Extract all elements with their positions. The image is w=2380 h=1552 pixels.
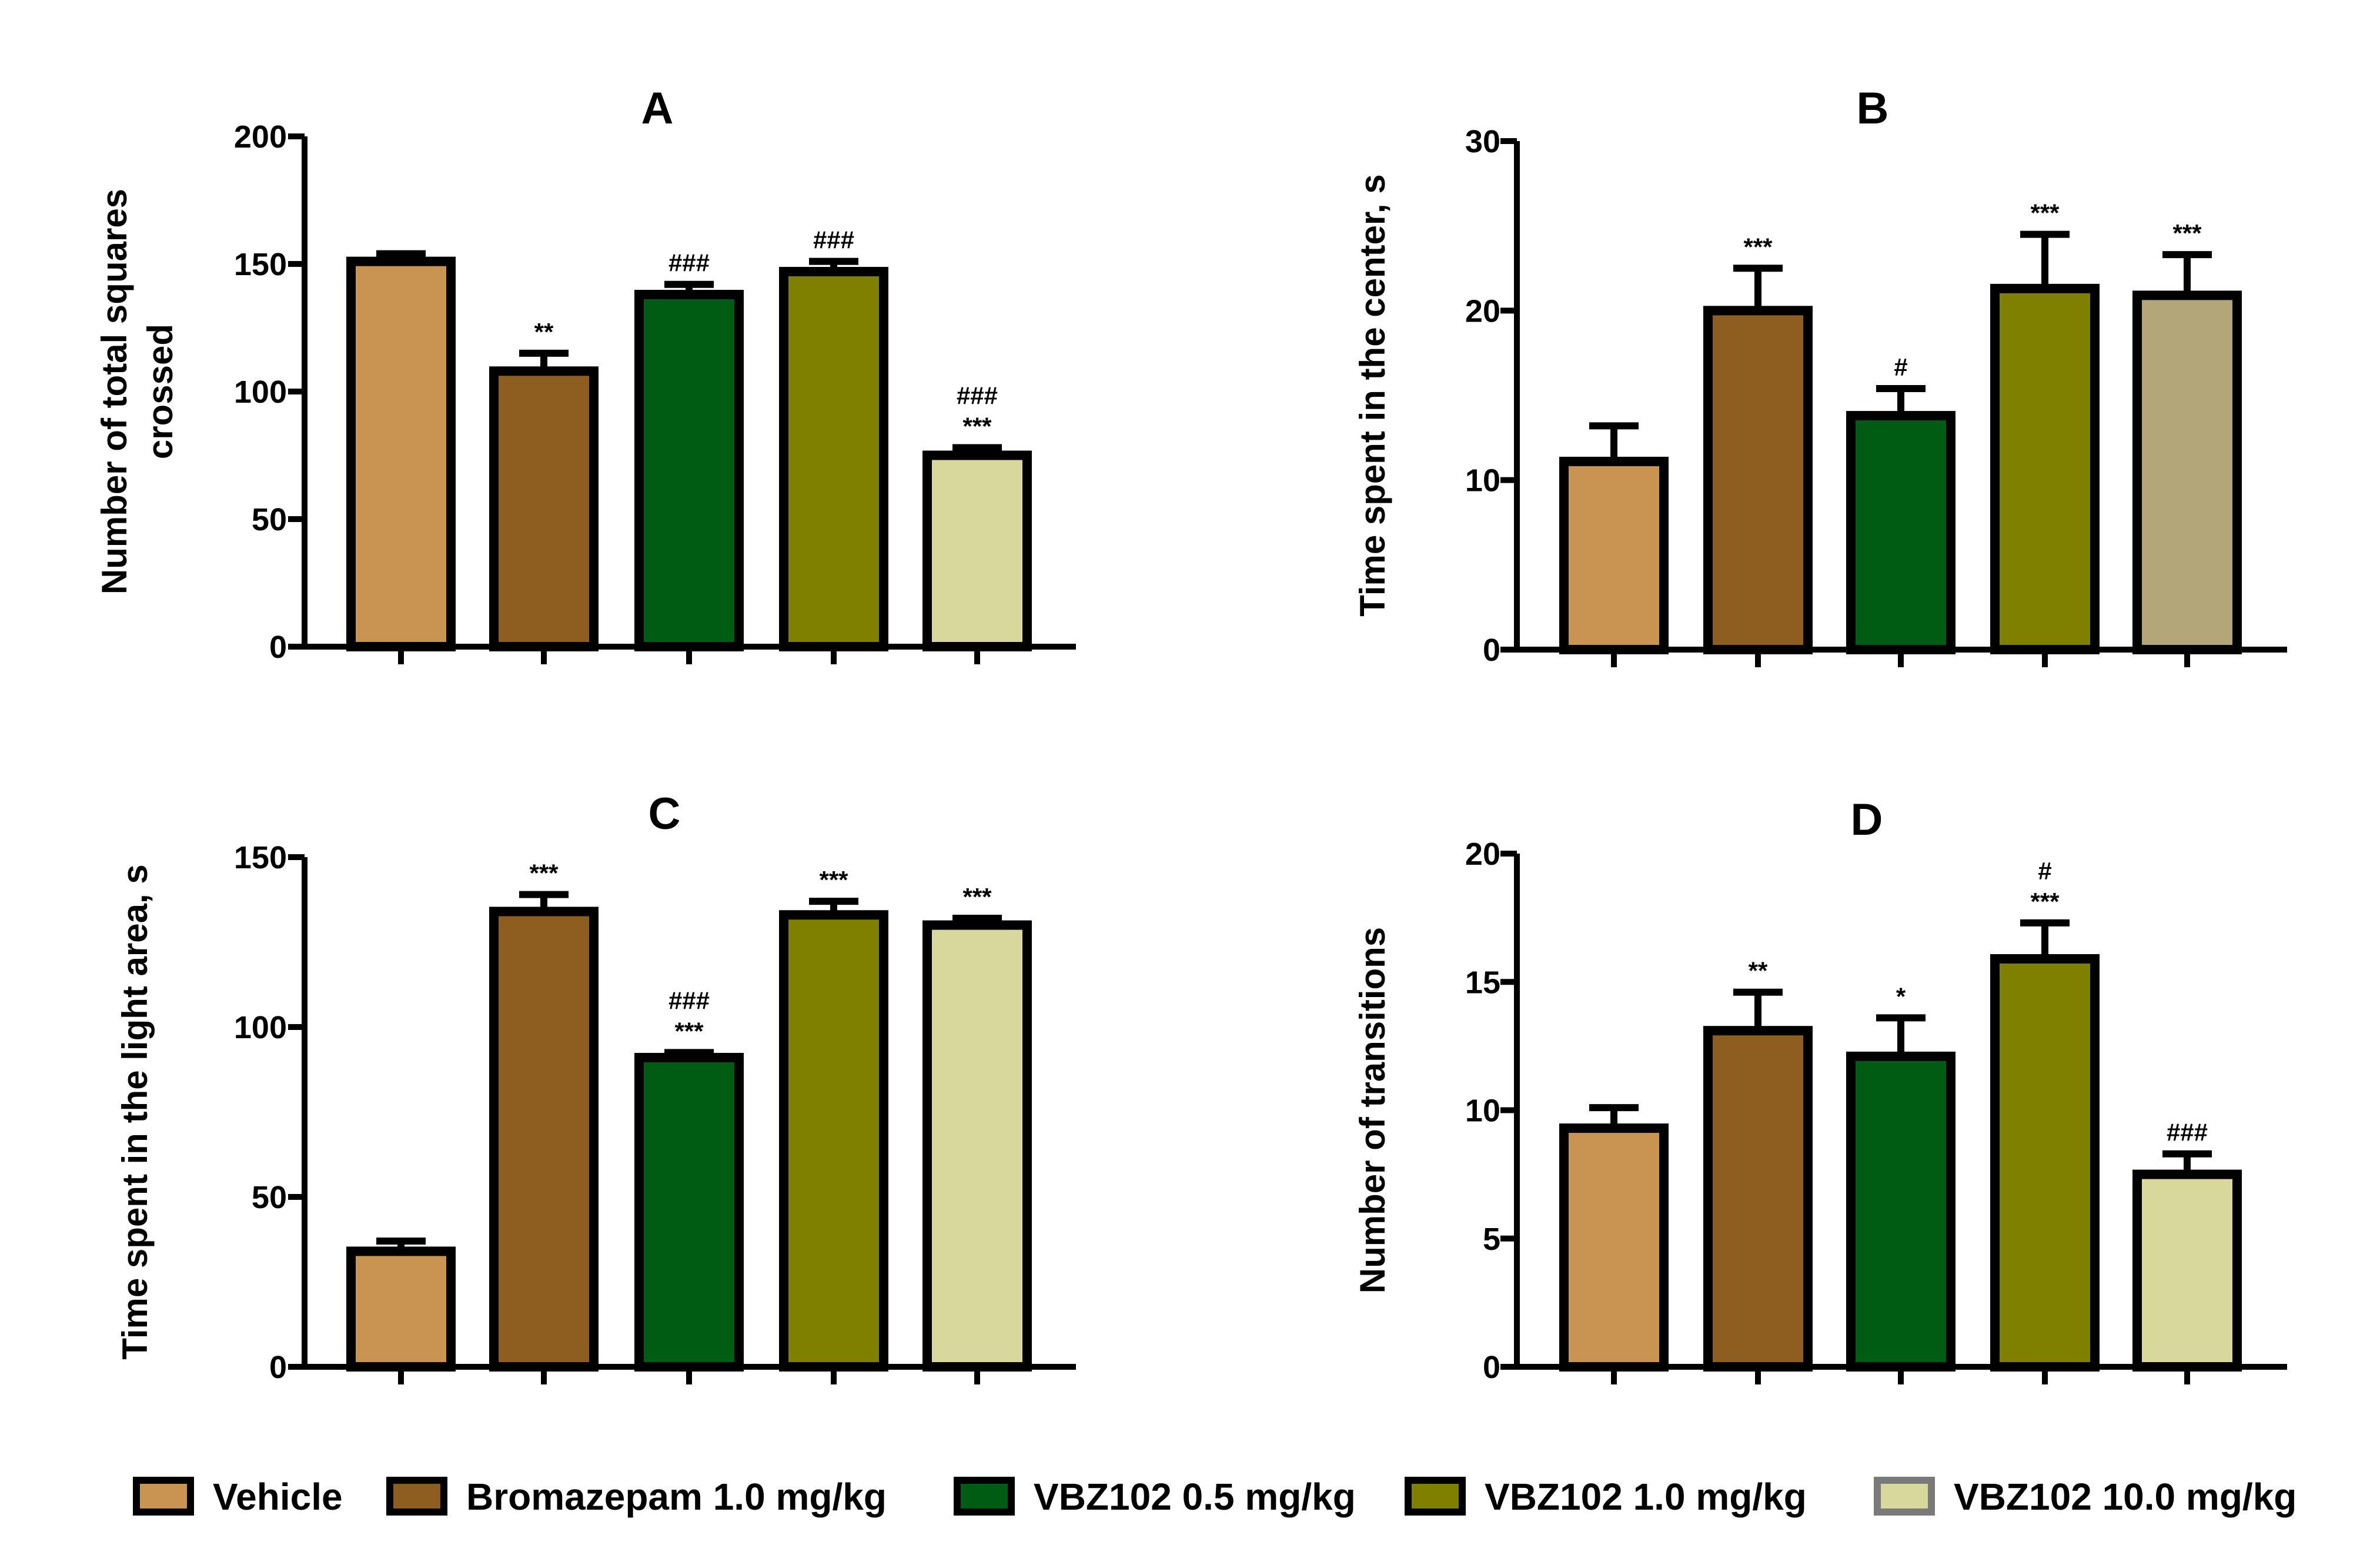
y-axis-label: Number of transitions [1353,927,1392,1293]
legend-label: VBZ102 10.0 mg/kg [1954,1476,2297,1518]
significance-label: *** [2030,888,2060,915]
legend-swatch [954,1477,1015,1516]
significance-label: ### [668,249,710,277]
y-tick-label: 30 [1465,124,1500,159]
y-tick-label: 0 [1483,1350,1500,1385]
legend-label: Vehicle [213,1476,343,1518]
significance-label: *** [2172,219,2202,247]
bar [1990,283,2100,655]
y-axis-label: Number of total squares crossed [95,189,180,594]
panel-a: A Number of total squares crossed ** ### ### #… [95,83,1076,665]
significance-label: ### [2167,1119,2208,1146]
bar [346,1246,456,1372]
y-axis-label: Time spent in the center, s [1353,174,1392,616]
y-tick-label: 20 [1465,293,1500,329]
y-tick-label: 100 [234,374,287,410]
significance-label: ### [813,226,854,254]
significance-label: ** [534,318,554,346]
bar [1990,954,2100,1372]
bar [1846,411,1956,654]
bar [2132,290,2242,654]
y-tick-label: 10 [1465,463,1500,499]
bar [1703,306,1813,654]
significance-label: # [1894,353,1907,381]
bar [922,450,1032,651]
significance-label: *** [529,859,559,887]
y-tick-label: 5 [1483,1222,1500,1257]
y-tick-label: 200 [234,119,287,155]
y-tick-label: 50 [252,1180,287,1215]
bar [779,267,888,651]
legend: Vehicle Bromazepam 1.0 mg/kg VBZ102 0.5 mg… [133,1476,2297,1518]
legend-label: VBZ102 0.5 mg/kg [1034,1476,1356,1518]
significance-label: # [2038,857,2051,885]
y-tick-label: 0 [1483,633,1500,668]
y-tick-label: 50 [252,502,287,537]
y-tick-label: 150 [234,247,287,282]
legend-swatch [133,1477,194,1516]
y-tick-label: 100 [234,1010,287,1045]
significance-label: *** [1743,233,1773,260]
y-tick-label: 150 [234,840,287,875]
panel-title: D [1851,795,1883,845]
bar [1559,1123,1669,1372]
bar [1703,1026,1813,1372]
y-tick-label: 15 [1465,965,1500,1000]
legend-swatch [386,1477,447,1516]
significance-label: *** [674,1017,704,1045]
legend-label: VBZ102 1.0 mg/kg [1485,1476,1807,1518]
y-tick-label: 0 [269,630,287,665]
panel-b: B Time spent in the center, s *** # *** *** 0 1… [1353,83,2287,668]
bar [489,907,599,1372]
legend-label: Bromazepam 1.0 mg/kg [466,1476,887,1518]
bar [489,366,599,652]
bar [634,1053,744,1372]
panel-title: B [1857,83,1889,133]
bar [2132,1169,2242,1372]
y-axis-label: Time spent in the light area, s [115,864,155,1359]
bar [1559,456,1669,654]
y-tick-label: 20 [1465,837,1500,872]
panel-title: C [649,789,681,839]
significance-label: * [1896,982,1906,1010]
panel-title: A [641,83,674,133]
panel-c: C Time spent in the light area, s *** ### **… [115,789,1076,1385]
bar [634,290,744,651]
significance-label: ### [957,382,998,409]
bar [1846,1051,1956,1372]
y-tick-label: 10 [1465,1093,1500,1129]
bar [922,920,1032,1372]
significance-label: *** [962,412,992,440]
significance-label: ** [1749,957,1768,985]
legend-swatch [1405,1477,1466,1516]
y-tick-label: 0 [269,1350,287,1385]
significance-label: ### [668,986,710,1014]
bar [779,910,888,1372]
significance-label: *** [2030,199,2060,227]
significance-label: *** [819,866,848,894]
legend-swatch [1874,1477,1935,1516]
bar [346,256,456,652]
significance-label: *** [962,883,992,911]
